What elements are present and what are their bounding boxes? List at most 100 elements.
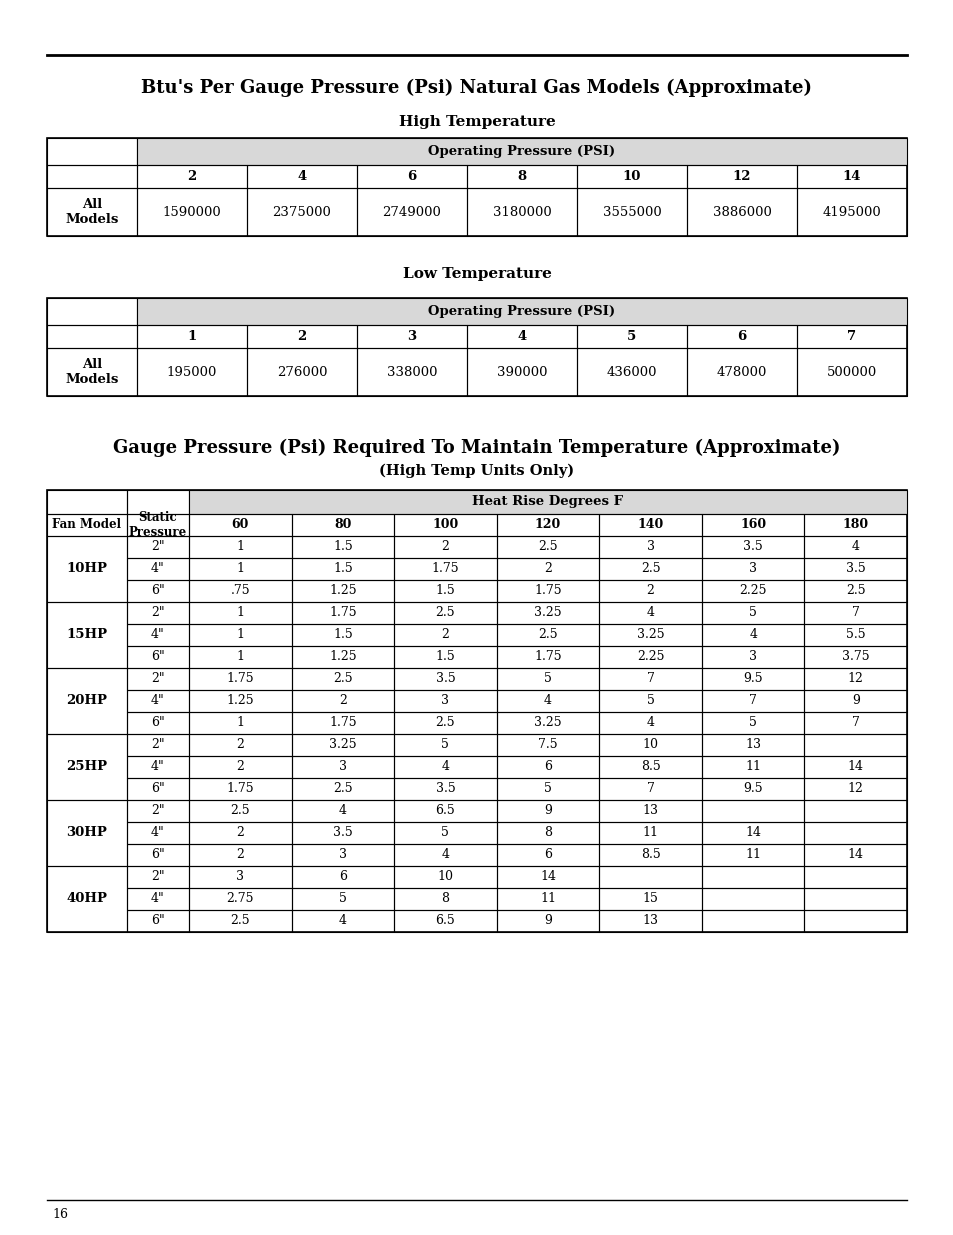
Text: 13: 13	[642, 914, 658, 927]
Bar	[394, 778, 497, 800]
Text: 4": 4"	[151, 893, 165, 905]
Text: 14: 14	[841, 170, 861, 183]
Text: 1.5: 1.5	[333, 629, 353, 641]
Text: 2375000: 2375000	[273, 205, 331, 219]
Text: 3: 3	[236, 871, 244, 883]
Text: 6": 6"	[151, 783, 165, 795]
Text: 4: 4	[748, 629, 757, 641]
Text: 60: 60	[232, 519, 249, 531]
Text: 5: 5	[646, 694, 654, 708]
Bar	[803, 800, 906, 823]
Bar	[598, 910, 701, 932]
Bar	[189, 690, 292, 713]
Bar	[497, 844, 598, 866]
Text: 6: 6	[407, 170, 416, 183]
Text: 140: 140	[637, 519, 663, 531]
Bar	[701, 844, 803, 866]
Bar	[803, 601, 906, 624]
Bar	[394, 800, 497, 823]
Bar	[189, 580, 292, 601]
Bar	[796, 325, 906, 348]
Bar	[189, 910, 292, 932]
Bar	[803, 823, 906, 844]
Text: 20HP: 20HP	[67, 694, 108, 708]
Text: 15: 15	[642, 893, 658, 905]
Bar	[292, 823, 394, 844]
Text: .75: .75	[231, 584, 250, 598]
Text: 2.5: 2.5	[333, 673, 353, 685]
Bar	[47, 325, 137, 348]
Text: 1.75: 1.75	[329, 606, 356, 620]
Bar	[598, 823, 701, 844]
Text: 80: 80	[334, 519, 351, 531]
Bar	[189, 866, 292, 888]
Bar	[247, 188, 356, 236]
Bar	[701, 756, 803, 778]
Text: 5: 5	[543, 673, 552, 685]
Text: Operating Pressure (PSI): Operating Pressure (PSI)	[428, 305, 615, 317]
Bar	[598, 713, 701, 734]
Bar	[137, 138, 906, 165]
Bar	[127, 558, 189, 580]
Text: 10: 10	[642, 739, 658, 752]
Bar	[394, 668, 497, 690]
Text: High Temperature: High Temperature	[398, 115, 555, 128]
Bar	[701, 668, 803, 690]
Text: 2.5: 2.5	[436, 716, 455, 730]
Text: 2.5: 2.5	[231, 914, 250, 927]
Bar	[467, 325, 577, 348]
Bar	[47, 298, 137, 325]
Text: All
Models: All Models	[65, 358, 118, 387]
Bar	[394, 601, 497, 624]
Text: Low Temperature: Low Temperature	[402, 267, 551, 282]
Text: 8: 8	[543, 826, 552, 840]
Bar	[189, 601, 292, 624]
Text: 3: 3	[748, 562, 757, 576]
Text: 180: 180	[841, 519, 868, 531]
Bar	[394, 624, 497, 646]
Bar	[467, 348, 577, 396]
Bar	[127, 844, 189, 866]
Text: 13: 13	[744, 739, 760, 752]
Bar	[701, 580, 803, 601]
Bar	[803, 910, 906, 932]
Text: 1.25: 1.25	[226, 694, 253, 708]
Text: 195000: 195000	[167, 366, 217, 378]
Text: 3.5: 3.5	[742, 541, 762, 553]
Text: 6": 6"	[151, 848, 165, 862]
Text: 4": 4"	[151, 629, 165, 641]
Text: 1.75: 1.75	[534, 584, 561, 598]
Text: 3: 3	[646, 541, 654, 553]
Bar	[803, 888, 906, 910]
Text: 11: 11	[744, 848, 760, 862]
Bar	[803, 866, 906, 888]
Bar	[47, 601, 127, 668]
Bar	[497, 601, 598, 624]
Text: 2: 2	[236, 826, 244, 840]
Bar	[394, 713, 497, 734]
Bar	[394, 910, 497, 932]
Text: 25HP: 25HP	[67, 761, 108, 773]
Text: 8.5: 8.5	[640, 761, 659, 773]
Bar	[686, 188, 796, 236]
Bar	[292, 514, 394, 536]
Bar	[497, 536, 598, 558]
Bar	[701, 624, 803, 646]
Bar	[292, 646, 394, 668]
Text: 2749000: 2749000	[382, 205, 441, 219]
Bar	[127, 713, 189, 734]
Text: 6: 6	[543, 848, 552, 862]
Bar	[47, 165, 137, 188]
Text: 1: 1	[236, 651, 244, 663]
Text: 1: 1	[236, 606, 244, 620]
Bar	[803, 580, 906, 601]
Text: 2.75: 2.75	[226, 893, 253, 905]
Bar	[598, 866, 701, 888]
Text: 4: 4	[517, 330, 526, 343]
Bar	[47, 734, 127, 800]
Text: 8: 8	[517, 170, 526, 183]
Text: 8.5: 8.5	[640, 848, 659, 862]
Text: 2.5: 2.5	[231, 804, 250, 818]
Bar	[803, 690, 906, 713]
Text: 2: 2	[236, 739, 244, 752]
